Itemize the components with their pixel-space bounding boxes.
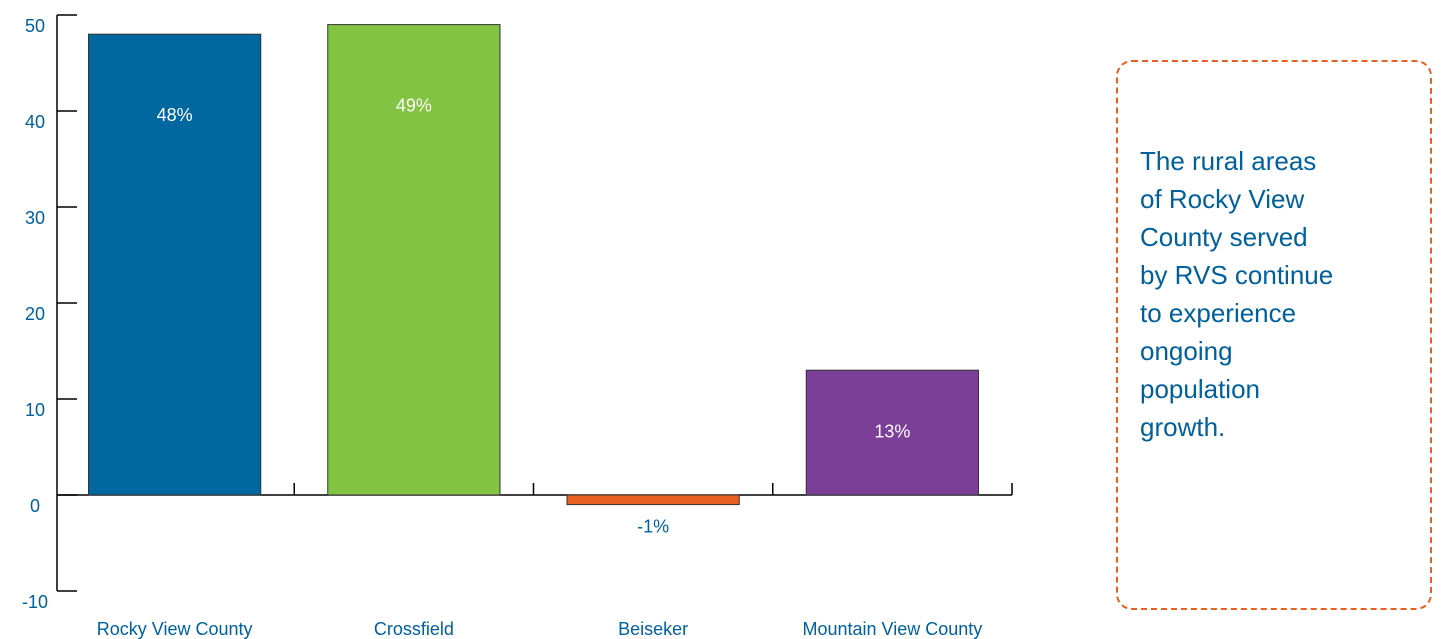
bar [327, 24, 501, 496]
x-tick-label: Beiseker [618, 619, 688, 639]
y-tick-label: 0 [30, 496, 40, 516]
value-label: -1% [637, 516, 669, 536]
value-label: 48% [157, 105, 193, 125]
y-tick-label: 30 [25, 208, 45, 228]
value-label: 49% [396, 95, 432, 115]
annotation: The rural areas of Rocky View County ser… [1140, 146, 1334, 442]
chart: -10 0 10 20 30 40 50 Rocky View County 48% Crossf… [22, 14, 1013, 639]
annotation-box: The rural areas of Rocky View County ser… [1116, 60, 1432, 610]
bar [566, 494, 740, 506]
x-tick-label: Mountain View County [802, 619, 982, 639]
bar [87, 33, 262, 496]
y-tick-label: 50 [25, 16, 45, 36]
y-tick-label: 40 [25, 112, 45, 132]
y-tick-label: -10 [22, 592, 48, 612]
x-tick-label: Crossfield [374, 619, 454, 639]
bar [805, 369, 980, 496]
y-tick-label: 10 [25, 400, 45, 420]
value-label: 13% [874, 421, 910, 441]
y-tick-label: 20 [25, 304, 45, 324]
x-tick-label: Rocky View County [97, 619, 253, 639]
